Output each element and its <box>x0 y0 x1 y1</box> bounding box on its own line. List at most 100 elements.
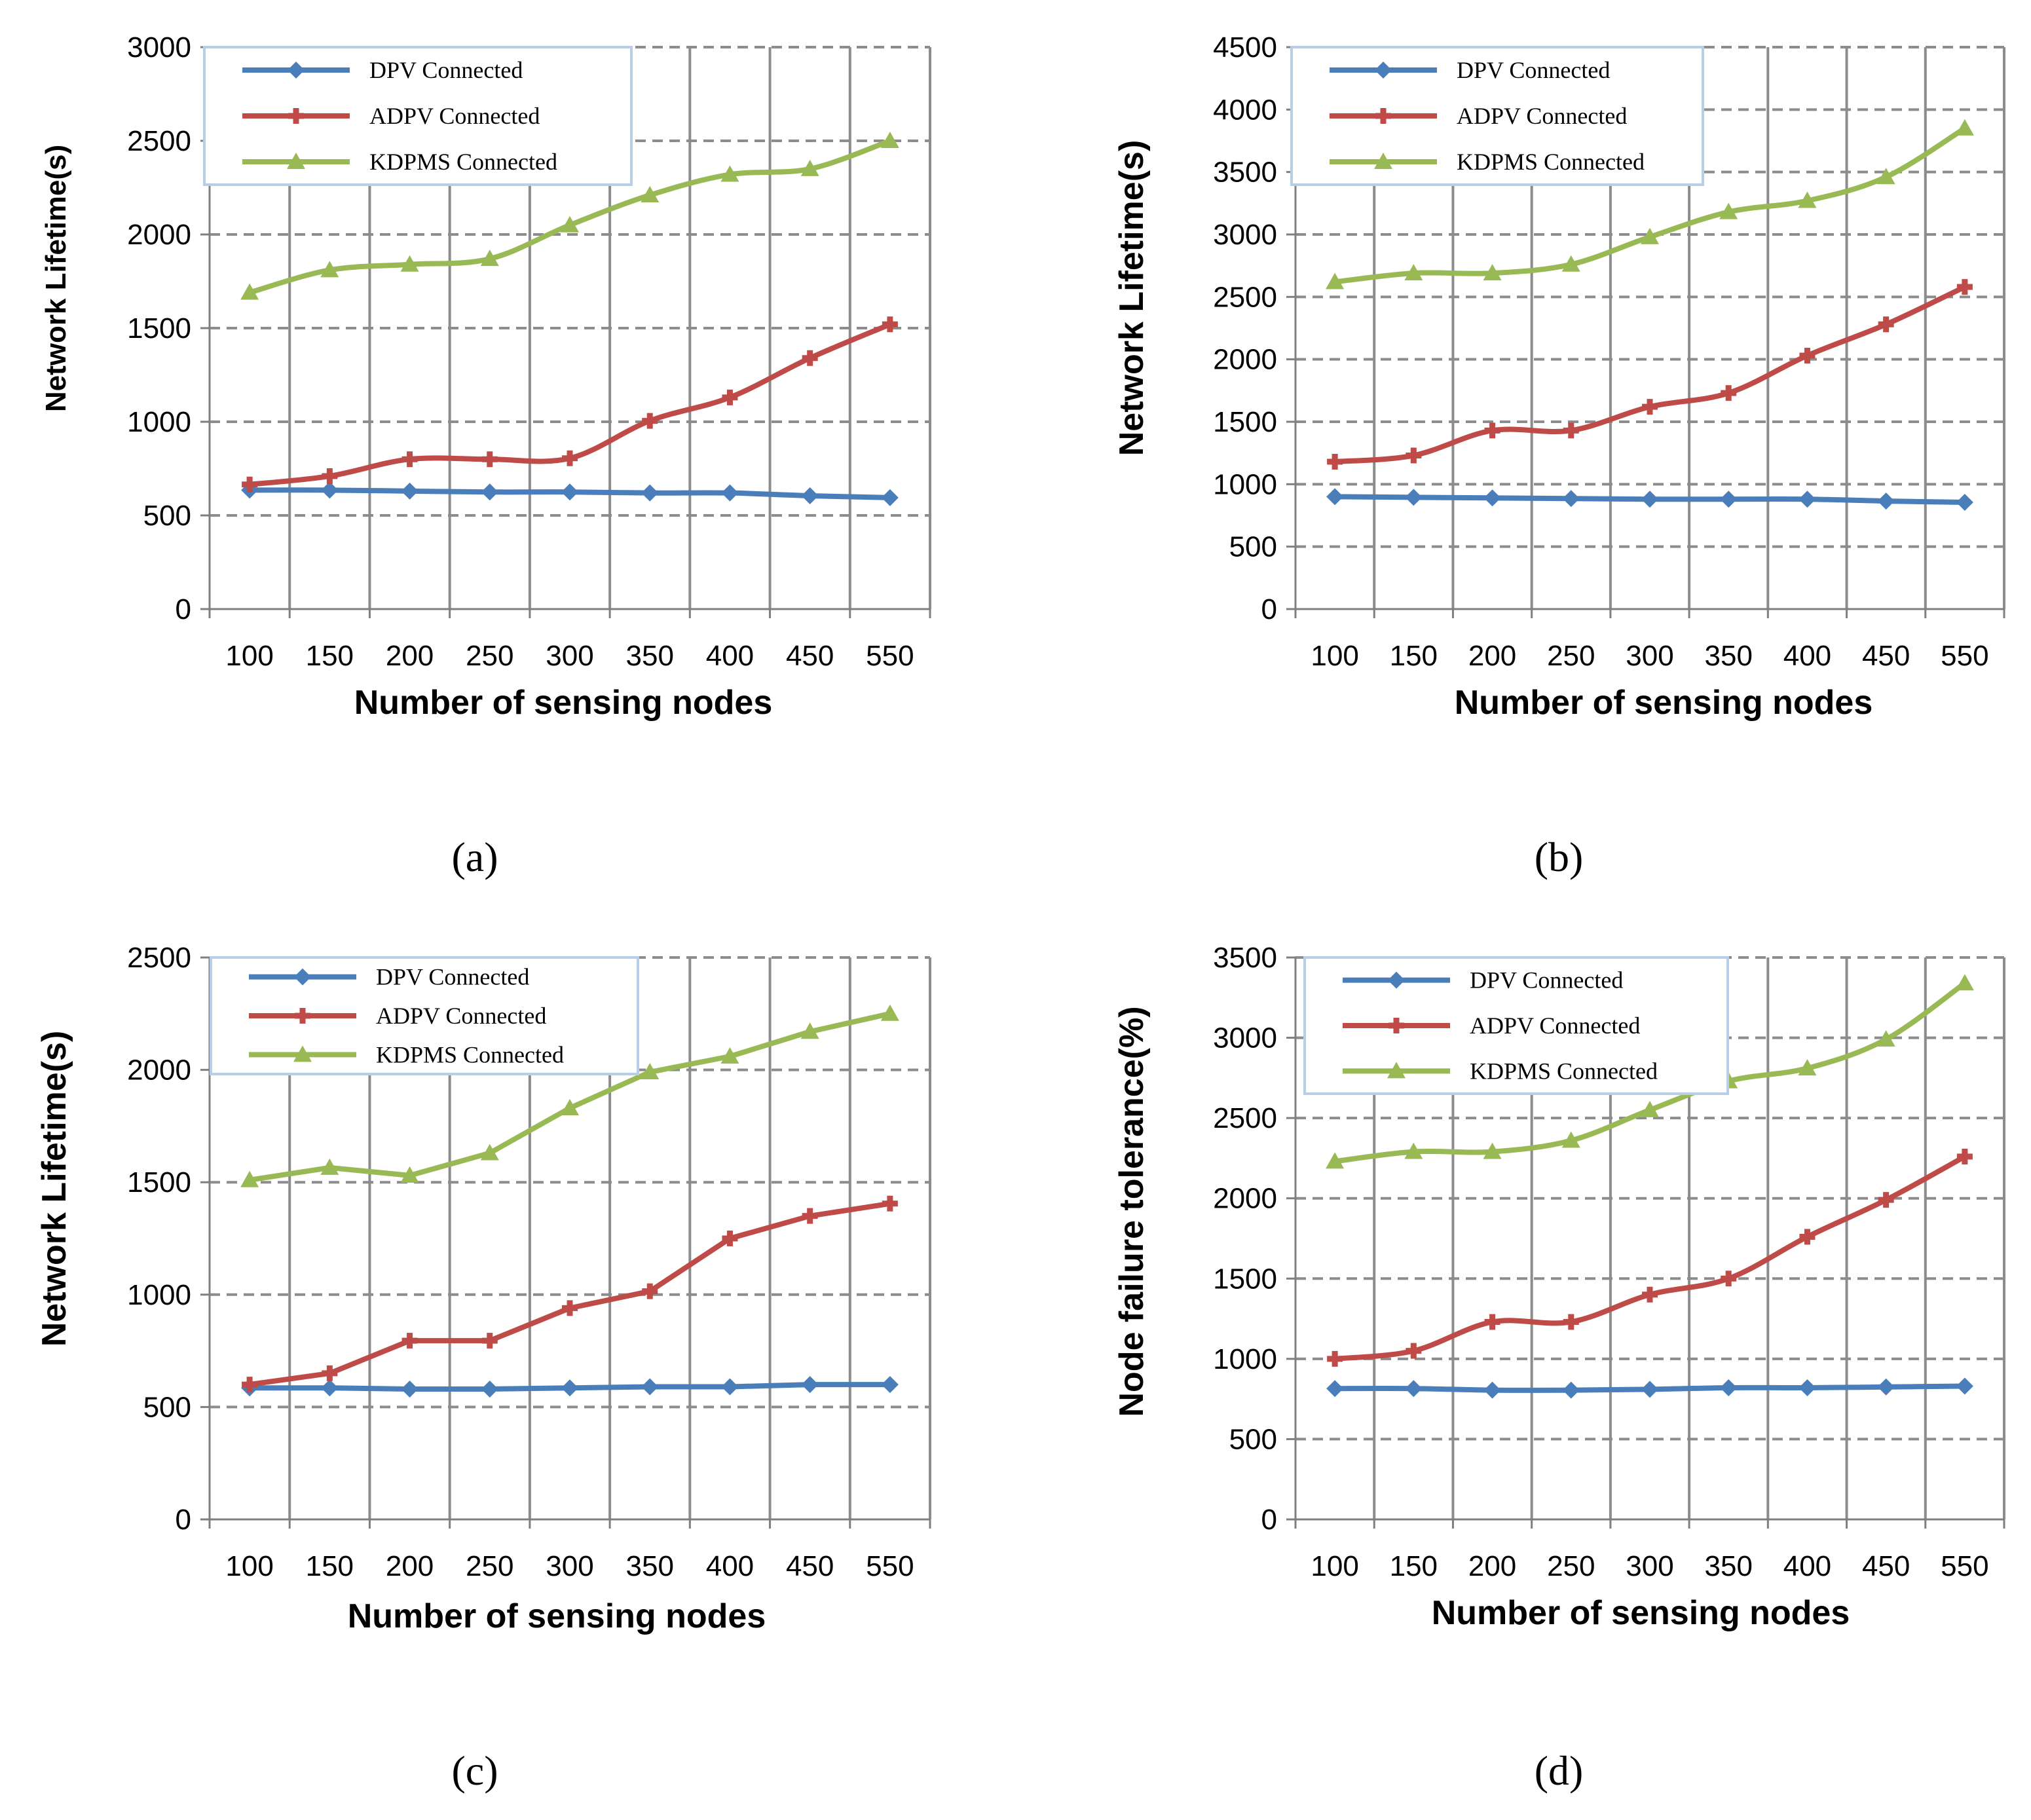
data-point-diamond <box>1562 490 1580 508</box>
x-tick-label: 100 <box>1311 1550 1358 1582</box>
data-point-triangle <box>1641 227 1659 244</box>
series-adpv <box>1327 279 1973 470</box>
y-tick-label: 3000 <box>1213 1022 1277 1054</box>
data-point-triangle <box>1326 272 1345 289</box>
x-tick-label: 550 <box>1941 640 1988 672</box>
x-tick-label: 150 <box>306 640 354 672</box>
data-point-diamond <box>321 481 339 499</box>
data-point-plus <box>322 1365 338 1381</box>
data-point-diamond <box>801 1376 819 1394</box>
x-tick-label: 250 <box>1547 640 1595 672</box>
data-point-triangle <box>1876 168 1895 185</box>
legend-label: ADPV Connected <box>1457 103 1627 129</box>
data-point-plus <box>242 476 258 492</box>
data-point-plus <box>722 389 738 405</box>
data-point-diamond <box>1326 1380 1344 1398</box>
data-point-diamond <box>561 1379 578 1397</box>
x-tick-label: 450 <box>786 1550 834 1582</box>
y-tick-label: 1500 <box>1213 1263 1277 1295</box>
y-tick-label: 1500 <box>127 1166 191 1198</box>
y-tick-label: 0 <box>176 593 191 625</box>
panel-label: (a) <box>451 834 498 880</box>
data-point-diamond <box>1483 1381 1501 1399</box>
legend-label: ADPV Connected <box>369 103 540 129</box>
x-tick-label: 250 <box>466 640 513 672</box>
y-tick-label: 3500 <box>1213 157 1277 189</box>
data-point-plus <box>642 1283 658 1299</box>
y-tick-label: 2000 <box>127 219 191 251</box>
data-point-plus <box>1956 1148 1973 1164</box>
data-point-triangle <box>240 283 259 300</box>
data-point-diamond <box>641 1378 659 1396</box>
x-tick-label: 150 <box>1390 640 1438 672</box>
x-tick-label: 100 <box>225 1550 273 1582</box>
x-axis-title: Number of sensing nodes <box>1455 684 1873 722</box>
y-tick-label: 2000 <box>127 1054 191 1086</box>
legend: DPV Connected ADPV Connected KDPMS Connect… <box>210 956 639 1075</box>
y-axis-title: Network Lifetime(s) <box>40 145 72 412</box>
data-point-triangle <box>1798 191 1817 208</box>
data-point-plus <box>562 450 578 466</box>
data-point-triangle <box>880 132 899 148</box>
x-tick-label: 200 <box>1468 640 1516 672</box>
data-point-triangle <box>1798 1059 1817 1076</box>
y-tick-label: 1000 <box>1213 468 1277 500</box>
y-tick-label: 3500 <box>1213 942 1277 974</box>
data-point-triangle <box>1876 1030 1895 1047</box>
x-axis-title: Number of sensing nodes <box>354 684 773 722</box>
data-point-triangle <box>320 261 339 278</box>
data-point-plus <box>882 316 898 333</box>
x-tick-label: 350 <box>1705 1550 1753 1582</box>
y-tick-label: 500 <box>1229 531 1277 563</box>
data-point-plus <box>1563 422 1579 439</box>
legend-label: KDPMS Connected <box>369 149 557 175</box>
data-point-triangle <box>1719 202 1738 219</box>
data-point-plus <box>1721 1271 1737 1287</box>
data-point-diamond <box>1375 62 1392 79</box>
y-tick-label: 4000 <box>1213 94 1277 126</box>
data-point-diamond <box>1956 493 1973 511</box>
data-point-plus <box>295 1008 310 1024</box>
data-point-plus <box>1878 316 1894 333</box>
data-point-diamond <box>481 483 498 501</box>
series-dpv <box>241 1376 899 1398</box>
panel-label: (d) <box>1535 1747 1584 1794</box>
x-tick-label: 550 <box>1941 1550 1988 1582</box>
y-tick-label: 1000 <box>1213 1343 1277 1375</box>
y-tick-label: 2000 <box>1213 344 1277 376</box>
data-point-plus <box>481 451 498 468</box>
legend-label: KDPMS Connected <box>1457 149 1645 175</box>
data-point-triangle <box>641 1063 660 1080</box>
chart-panel-a: Network Lifetime(s) Number of sensing no… <box>40 31 931 880</box>
data-point-plus <box>1878 1192 1894 1208</box>
data-point-triangle <box>800 159 819 176</box>
series-kdpms <box>1326 119 1974 289</box>
legend-label: DPV Connected <box>1457 57 1610 83</box>
data-point-diamond <box>881 489 899 506</box>
x-tick-label: 250 <box>466 1550 513 1582</box>
data-point-plus <box>1563 1314 1579 1330</box>
x-tick-label: 300 <box>1626 1550 1673 1582</box>
x-tick-label: 450 <box>786 640 834 672</box>
data-point-plus <box>722 1231 738 1246</box>
data-point-plus <box>1406 1343 1422 1359</box>
data-point-triangle <box>641 185 660 202</box>
data-point-triangle <box>320 1158 339 1175</box>
y-tick-label: 3000 <box>1213 219 1277 251</box>
x-tick-label: 450 <box>1862 640 1910 672</box>
data-point-plus <box>1642 399 1658 415</box>
data-point-diamond <box>721 1378 739 1396</box>
legend: DPV Connected ADPV Connected KDPMS Connect… <box>1290 46 1704 186</box>
y-tick-label: 500 <box>1229 1423 1277 1455</box>
y-tick-label: 1500 <box>127 312 191 344</box>
data-point-plus <box>242 1377 258 1393</box>
data-point-plus <box>1327 1350 1343 1367</box>
data-point-triangle <box>1404 264 1423 281</box>
data-point-diamond <box>294 968 311 986</box>
x-tick-label: 200 <box>386 640 434 672</box>
x-tick-label: 150 <box>1390 1550 1438 1582</box>
data-point-plus <box>288 108 304 124</box>
data-point-plus <box>642 413 658 429</box>
y-axis-title: Node failure tolerance(%) <box>1113 1006 1151 1417</box>
y-tick-label: 0 <box>1261 1504 1277 1536</box>
